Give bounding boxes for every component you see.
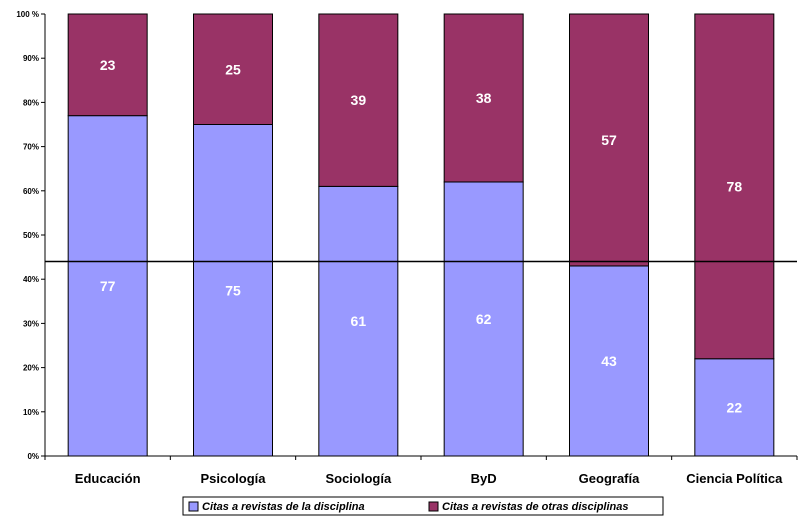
y-tick-label: 80%: [23, 98, 39, 107]
legend: Citas a revistas de la disciplina Citas a…: [183, 497, 663, 515]
x-category-label: Educación: [75, 471, 141, 486]
y-tick-label: 90%: [23, 54, 39, 63]
data-label-otras-disciplinas: 23: [100, 57, 116, 73]
x-category-label: ByD: [471, 471, 497, 486]
x-category-label: Psicología: [200, 471, 266, 486]
bars: [68, 14, 774, 456]
y-tick-label: 50%: [23, 231, 39, 240]
y-tick-label: 20%: [23, 364, 39, 373]
y-tick-label: 10%: [23, 408, 39, 417]
x-category-label: Ciencia Política: [686, 471, 783, 486]
y-tick-label: 70%: [23, 143, 39, 152]
y-tick-label: 0%: [27, 452, 39, 461]
data-label-disciplina: 61: [351, 313, 367, 329]
data-label-otras-disciplinas: 38: [476, 90, 492, 106]
x-category-label: Sociología: [325, 471, 392, 486]
y-tick-label: 30%: [23, 319, 39, 328]
data-label-disciplina: 43: [601, 353, 617, 369]
y-tick-label: 100 %: [16, 10, 39, 19]
data-label-otras-disciplinas: 25: [225, 61, 241, 77]
data-label-otras-disciplinas: 39: [351, 92, 367, 108]
legend-swatch: [189, 502, 198, 511]
data-label-otras-disciplinas: 78: [727, 178, 743, 194]
legend-label: Citas a revistas de otras disciplinas: [442, 501, 628, 513]
data-label-otras-disciplinas: 57: [601, 132, 617, 148]
data-label-disciplina: 75: [225, 282, 241, 298]
data-label-disciplina: 62: [476, 311, 492, 327]
y-tick-label: 40%: [23, 275, 39, 284]
legend-swatch: [429, 502, 438, 511]
data-label-disciplina: 77: [100, 278, 116, 294]
data-label-disciplina: 22: [727, 399, 743, 415]
x-category-label: Geografía: [579, 471, 640, 486]
y-tick-label: 60%: [23, 187, 39, 196]
legend-label: Citas a revistas de la disciplina: [202, 501, 365, 513]
